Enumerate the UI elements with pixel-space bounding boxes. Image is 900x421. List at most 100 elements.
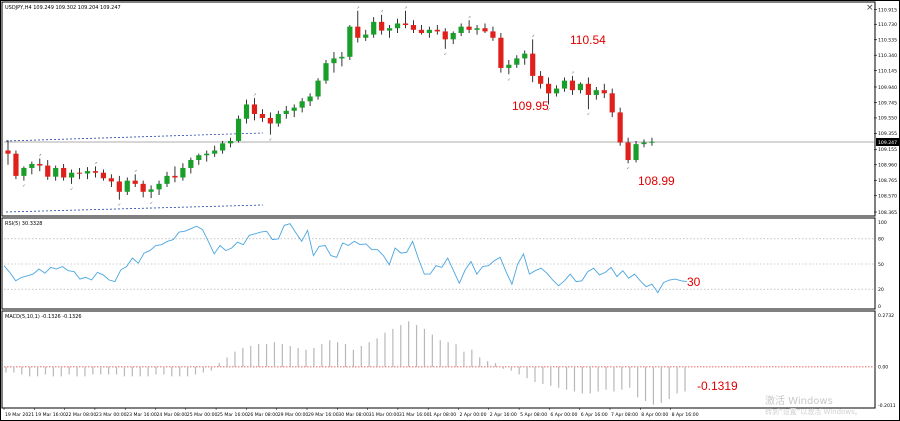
candle[interactable] [609, 88, 615, 118]
candle[interactable] [553, 85, 560, 97]
candle[interactable] [37, 158, 43, 172]
candle[interactable] [482, 23, 488, 33]
candle[interactable] [498, 32, 504, 73]
candle[interactable] [124, 177, 130, 195]
candle[interactable] [212, 145, 218, 157]
candle[interactable] [84, 167, 91, 180]
candle-body [323, 63, 329, 81]
candle[interactable] [617, 107, 623, 146]
fractal-down-icon: ↙ [269, 137, 272, 142]
x-tick-label: 24 Mar 08:00 [157, 412, 188, 418]
candle[interactable] [577, 82, 583, 94]
candle[interactable] [371, 17, 377, 38]
candle[interactable] [442, 28, 448, 49]
candle[interactable] [490, 26, 496, 41]
candle[interactable] [148, 185, 154, 199]
candle[interactable] [601, 83, 607, 99]
candle[interactable] [132, 174, 138, 188]
candle[interactable] [108, 174, 114, 188]
candle[interactable] [633, 140, 639, 163]
candle-body [561, 80, 568, 89]
candle[interactable] [323, 59, 329, 84]
candle[interactable] [13, 150, 19, 180]
candle-body [442, 31, 448, 40]
candle[interactable] [506, 59, 512, 75]
candle[interactable] [530, 39, 536, 83]
candle[interactable] [410, 20, 417, 33]
candle[interactable] [569, 75, 576, 95]
candle[interactable] [418, 25, 424, 35]
candle[interactable] [29, 161, 35, 175]
candle[interactable] [402, 10, 409, 29]
rsi-line[interactable] [3, 223, 688, 294]
candle[interactable] [355, 10, 361, 43]
candle[interactable] [92, 166, 99, 178]
candle-body [100, 172, 106, 179]
candle[interactable] [522, 50, 528, 65]
candle[interactable] [514, 55, 520, 68]
price-pane-frame [1, 1, 876, 217]
candle[interactable] [450, 31, 456, 45]
candle[interactable] [76, 167, 83, 180]
candle[interactable] [466, 20, 472, 33]
candle[interactable] [561, 77, 568, 92]
candle[interactable] [625, 137, 631, 164]
candle[interactable] [283, 106, 289, 119]
candle[interactable] [243, 99, 250, 124]
candle[interactable] [259, 109, 265, 122]
candle[interactable] [172, 166, 178, 183]
channel-lower-line[interactable] [5, 204, 264, 213]
candle[interactable] [546, 77, 552, 105]
candle[interactable] [116, 175, 122, 200]
candle[interactable] [220, 140, 226, 154]
candle[interactable] [156, 180, 162, 195]
x-tick-label: 30 Mar 08:00 [338, 412, 369, 418]
candle[interactable] [379, 14, 385, 35]
candle[interactable] [196, 153, 202, 165]
candle[interactable] [291, 104, 297, 118]
candle-body [307, 96, 313, 102]
candle[interactable] [53, 165, 59, 181]
candle[interactable] [315, 78, 321, 100]
candle[interactable] [426, 26, 432, 38]
candle[interactable] [585, 77, 591, 110]
candle-body [641, 142, 647, 145]
candle[interactable] [394, 18, 401, 33]
candle[interactable] [100, 169, 106, 181]
candle[interactable] [339, 52, 345, 67]
channel-upper-line[interactable] [5, 132, 264, 142]
candle[interactable] [347, 25, 353, 60]
candle[interactable] [21, 166, 27, 181]
candle[interactable] [649, 137, 655, 146]
candle[interactable] [5, 140, 11, 165]
candle[interactable] [299, 98, 305, 113]
candle[interactable] [275, 110, 281, 127]
candle[interactable] [474, 25, 480, 35]
candle[interactable] [180, 163, 186, 181]
candle[interactable] [164, 171, 170, 188]
candle[interactable] [251, 98, 258, 121]
candle[interactable] [331, 52, 337, 73]
candle[interactable] [307, 93, 313, 107]
candle[interactable] [204, 150, 210, 162]
candle[interactable] [61, 163, 67, 181]
candle[interactable] [593, 86, 599, 100]
candle[interactable] [387, 25, 393, 38]
close-icon[interactable]: × [866, 3, 874, 13]
candle-body [5, 150, 11, 154]
trend-channel[interactable] [5, 132, 264, 213]
candle[interactable] [363, 29, 369, 41]
candle[interactable] [228, 137, 234, 148]
candle[interactable] [235, 115, 242, 143]
candle[interactable] [267, 112, 273, 135]
candle[interactable] [45, 160, 51, 180]
candle[interactable] [538, 71, 544, 89]
price-tick-label: 108.570 [878, 194, 897, 200]
candle[interactable] [434, 25, 440, 35]
candle[interactable] [188, 157, 194, 174]
candle[interactable] [69, 169, 75, 184]
candle[interactable] [458, 23, 464, 37]
candle[interactable] [641, 139, 647, 148]
candle[interactable] [140, 180, 146, 198]
